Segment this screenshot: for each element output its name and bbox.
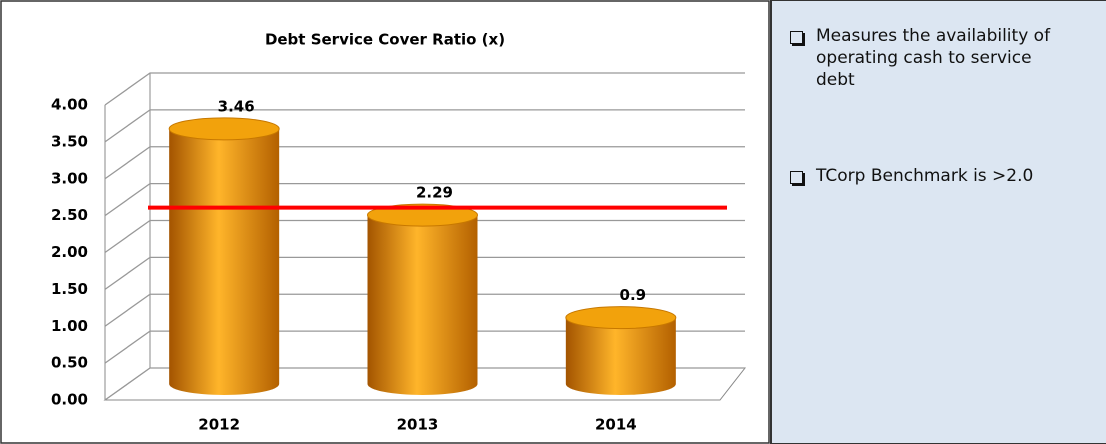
chart-title: Debt Service Cover Ratio (x) <box>265 31 505 49</box>
chart: Debt Service Cover Ratio (x) 0.00 0.50 1.0… <box>0 0 770 444</box>
bar-top <box>168 117 280 141</box>
data-label: 2.29 <box>416 184 453 202</box>
x-tick-label: 2013 <box>397 416 439 434</box>
bullet-box <box>790 171 803 184</box>
note: TCorp Benchmark is >2.0 <box>816 166 1034 186</box>
bar <box>565 306 677 395</box>
grid-line <box>104 367 745 401</box>
grid-line <box>104 293 745 327</box>
y-tick-label: 3.00 <box>51 169 88 187</box>
bullet-box <box>790 31 803 44</box>
bar-body <box>565 317 676 395</box>
y-tick-label: 0.00 <box>51 391 88 409</box>
data-label: 3.46 <box>218 97 255 115</box>
grid-line <box>104 182 745 217</box>
y-tick-label: 1.50 <box>51 280 88 298</box>
y-tick-label: 4.00 <box>51 96 88 114</box>
y-tick-label: 2.00 <box>51 243 88 261</box>
bar <box>168 117 280 395</box>
x-tick-label: 2012 <box>198 416 240 434</box>
bar-body <box>169 128 280 395</box>
y-tick-label: 0.50 <box>51 354 88 372</box>
y-tick-label: 2.50 <box>51 206 88 224</box>
grid-line <box>104 256 745 290</box>
grid-line <box>104 72 745 106</box>
y-tick-label: 1.00 <box>51 317 88 335</box>
grid-line <box>104 146 745 180</box>
data-label: 0.9 <box>620 286 647 304</box>
grid-line <box>104 330 745 364</box>
note: Measures the availability of operating c… <box>816 26 1051 90</box>
x-tick-label: 2014 <box>595 416 637 434</box>
grid-line <box>104 109 745 143</box>
bar-body <box>367 215 478 395</box>
bar-top <box>565 306 677 330</box>
grid-line <box>104 219 745 254</box>
bar <box>367 203 478 395</box>
notes-panel: Measures the availability of operating c… <box>770 0 1106 444</box>
y-tick-label: 3.50 <box>51 132 88 150</box>
